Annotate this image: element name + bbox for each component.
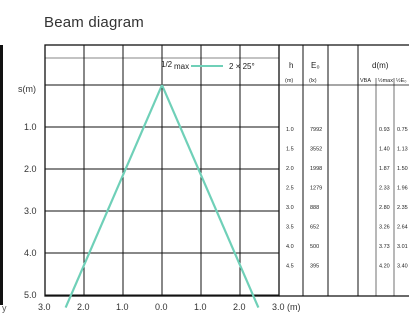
table-cell-d-max: 3.26: [379, 225, 390, 231]
table-cell-e0: 395: [310, 264, 319, 270]
left-panel-mark: y: [2, 303, 7, 313]
page-title: Beam diagram: [44, 14, 144, 31]
table-cell-d-e0: 1.96: [397, 186, 408, 192]
table-cell-h: 1.5: [286, 147, 294, 153]
table-cell-d-e0: 1.50: [397, 166, 408, 172]
table-cell-h: 3.5: [286, 225, 294, 231]
table-cell-d-e0: 1.13: [397, 147, 408, 153]
table-header-d-max: ½max: [378, 77, 393, 84]
table-cell-d-e0: 2.35: [397, 205, 408, 211]
y-tick-label: 2.0: [24, 164, 37, 174]
legend-sub: max: [174, 62, 189, 71]
table-cell-d-max: 2.80: [379, 205, 390, 211]
table-cell-d-e0: 2.64: [397, 225, 408, 231]
table-cell-h: 4.0: [286, 244, 294, 250]
table-cell-e0: 7992: [310, 127, 322, 133]
table-header-eb: E₀: [311, 61, 320, 70]
beam-edge-left: [64, 84, 164, 309]
table-cell-d-max: 3.73: [379, 244, 390, 250]
table-header-h: h: [289, 61, 293, 70]
x-tick-label: 1.0: [194, 302, 207, 312]
table-cell-e0: 500: [310, 244, 319, 250]
table-cell-d-max: 4.20: [379, 264, 390, 270]
table-cell-d-max: 2.33: [379, 186, 390, 192]
table-cell-d-max: 0.93: [379, 127, 390, 133]
table-cell-h: 2.0: [286, 166, 294, 172]
table-cell-d-max: 1.87: [379, 166, 390, 172]
table-header-d-e0: ½E₀: [396, 77, 407, 84]
table-cell-h: 2.5: [286, 186, 294, 192]
x-tick-label: 3.0: [38, 302, 51, 312]
y-tick-label: 5.0: [24, 290, 37, 300]
x-tick-label: 1.0: [116, 302, 129, 312]
y-axis-unit-label: s(m): [18, 84, 36, 94]
y-tick-label: 3.0: [24, 206, 37, 216]
table-header-vba: VBA: [360, 78, 371, 84]
x-tick-label: 3.0 (m): [272, 302, 301, 312]
table-header-h-unit: (m): [285, 78, 293, 84]
table-cell-d-e0: 3.40: [397, 264, 408, 270]
table-cell-h: 1.0: [286, 127, 294, 133]
y-tick-label: 4.0: [24, 248, 37, 258]
legend-text: 2 × 25°: [229, 62, 255, 71]
table-header-eb-unit: (lx): [309, 78, 317, 84]
table-cell-e0: 888: [310, 205, 319, 211]
x-tick-label: 0.0: [155, 302, 168, 312]
table-header-d: d(m): [372, 61, 389, 70]
table-cell-e0: 1279: [310, 186, 322, 192]
table-cell-h: 3.0: [286, 205, 294, 211]
table-cell-d-max: 1.40: [379, 147, 390, 153]
x-tick-label: 2.0: [77, 302, 90, 312]
table-cell-e0: 3552: [310, 147, 322, 153]
table-cell-h: 4.5: [286, 264, 294, 270]
table-cell-d-e0: 3.01: [397, 244, 408, 250]
beam-edge-right: [160, 84, 260, 309]
left-panel-edge: [0, 45, 3, 305]
legend-prefix: 1/2: [161, 60, 173, 69]
table-cell-d-e0: 0.75: [397, 127, 408, 133]
table-cell-e0: 652: [310, 225, 319, 231]
x-tick-label: 2.0: [233, 302, 246, 312]
table-cell-e0: 1998: [310, 166, 322, 172]
y-tick-label: 1.0: [24, 122, 37, 132]
